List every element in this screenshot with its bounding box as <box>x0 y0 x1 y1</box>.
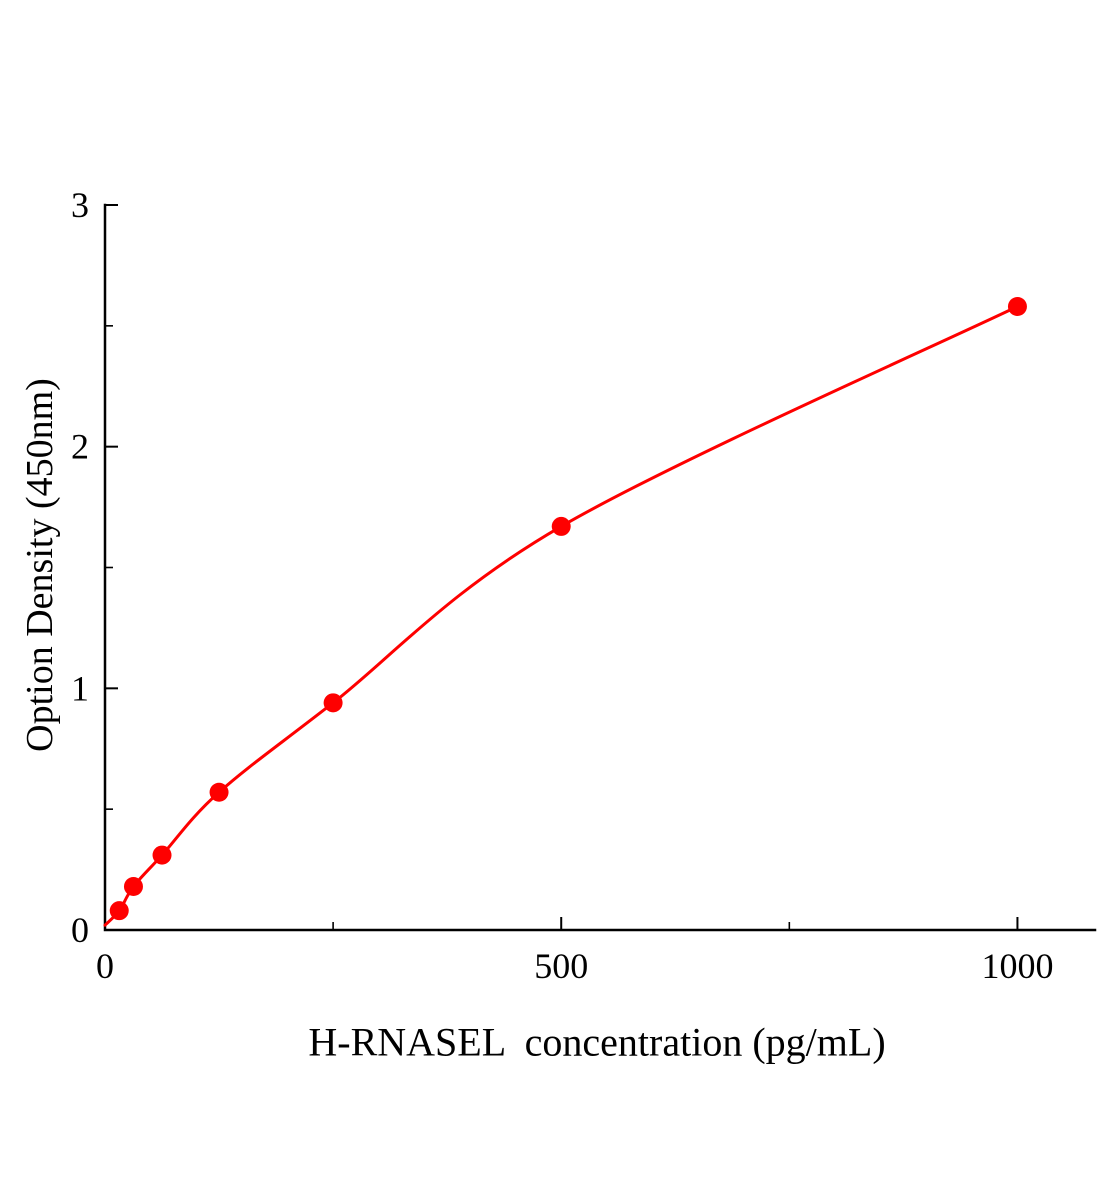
x-axis-title: H-RNASEL concentration (pg/mL) <box>308 1019 886 1065</box>
y-tick-label: 0 <box>71 910 89 950</box>
y-tick-label: 1 <box>71 668 89 708</box>
y-tick-label: 2 <box>71 427 89 467</box>
data-point <box>551 516 571 536</box>
data-point <box>109 901 129 921</box>
data-point <box>152 845 172 865</box>
x-tick-label: 500 <box>534 946 588 986</box>
data-point <box>323 693 343 713</box>
x-tick-label: 0 <box>96 946 114 986</box>
x-tick-label: 1000 <box>981 946 1053 986</box>
y-axis-title: Option Density (450nm) <box>19 378 61 752</box>
data-point <box>209 782 229 802</box>
axes-lines <box>103 203 1097 932</box>
y-tick-label: 3 <box>71 185 89 225</box>
data-point <box>1007 297 1027 316</box>
data-point <box>123 877 143 896</box>
fit-curve <box>103 305 1019 927</box>
